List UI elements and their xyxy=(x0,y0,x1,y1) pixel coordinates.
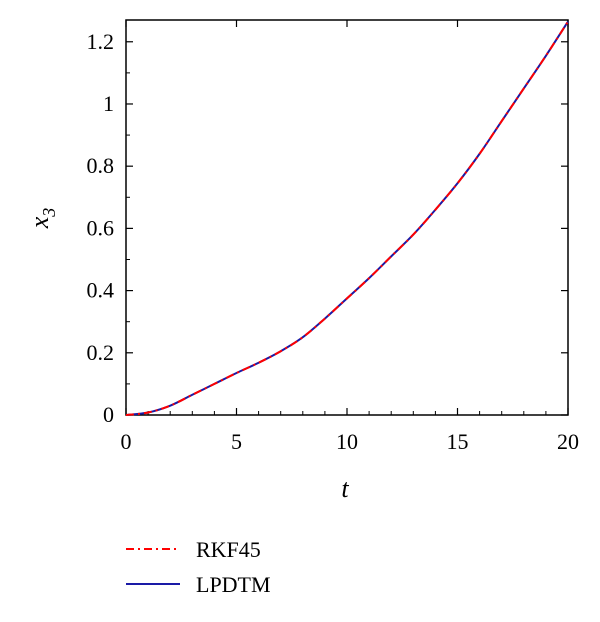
series-line-rkf45 xyxy=(125,21,569,416)
y-axis: 0 0.2 0.4 0.6 0.8 1 1.2 xyxy=(87,29,568,427)
y-tick-label: 0.4 xyxy=(87,278,115,303)
x-axis: 0 5 10 15 20 xyxy=(121,20,579,454)
x-tick-label: 5 xyxy=(231,429,242,454)
x-tick-label: 0 xyxy=(121,429,132,454)
legend: RKF45 LPDTM xyxy=(126,537,271,597)
series-line-lpdtm xyxy=(125,21,569,416)
x-tick-label: 20 xyxy=(557,429,579,454)
legend-label-lpdtm: LPDTM xyxy=(196,572,271,597)
x-tick-label: 10 xyxy=(336,429,358,454)
y-tick-label: 0.8 xyxy=(87,153,115,178)
x-axis-label: t xyxy=(341,474,349,503)
svg-text:x3: x3 xyxy=(25,208,59,230)
y-tick-label: 0.2 xyxy=(87,340,115,365)
x-tick-label: 15 xyxy=(447,429,469,454)
y-tick-label: 0 xyxy=(103,402,114,427)
y-axis-label-subscript: 3 xyxy=(39,208,59,218)
y-tick-label: 1 xyxy=(103,91,114,116)
series-layer xyxy=(125,21,569,416)
y-tick-label: 0.6 xyxy=(87,215,115,240)
legend-label-rkf45: RKF45 xyxy=(196,537,261,562)
plot-frame xyxy=(125,19,569,416)
y-tick-label: 1.2 xyxy=(87,29,115,54)
y-axis-label-group: x3 xyxy=(25,208,59,230)
y-axis-label: x xyxy=(25,216,54,229)
